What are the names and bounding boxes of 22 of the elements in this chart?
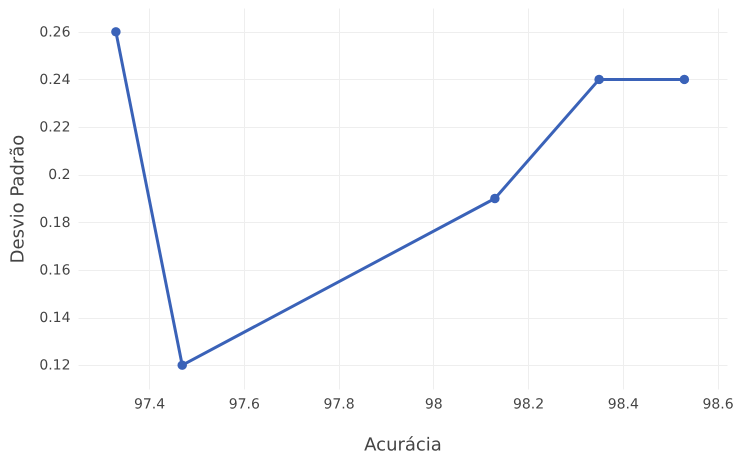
y-tick-label: 0.14 xyxy=(39,310,71,326)
x-tick-label: 97.8 xyxy=(323,396,355,412)
x-tick-label: 98.2 xyxy=(512,396,544,412)
y-tick-label: 0.2 xyxy=(48,167,70,184)
y-tick-label: 0.22 xyxy=(39,120,70,136)
point xyxy=(111,27,121,37)
x-tick-label: 97.6 xyxy=(228,396,260,412)
point xyxy=(680,74,690,84)
y-tick-label: 0.12 xyxy=(39,358,70,374)
y-tick-label: 0.24 xyxy=(39,72,71,88)
y-tick-label: 0.26 xyxy=(39,24,71,40)
point xyxy=(177,360,187,370)
x-tick-label: 98.6 xyxy=(702,396,734,412)
x-tick-label: 98.4 xyxy=(608,396,639,412)
y-axis-title: Desvio Padrão xyxy=(7,134,28,264)
point xyxy=(490,194,500,204)
x-axis-title: Acurácia xyxy=(364,434,442,456)
x-tick-label: 98 xyxy=(424,396,443,412)
point xyxy=(594,74,604,84)
x-tick-label: 97.4 xyxy=(134,396,166,412)
y-tick-label: 0.16 xyxy=(39,262,71,278)
y-tick-label: 0.18 xyxy=(39,214,70,231)
